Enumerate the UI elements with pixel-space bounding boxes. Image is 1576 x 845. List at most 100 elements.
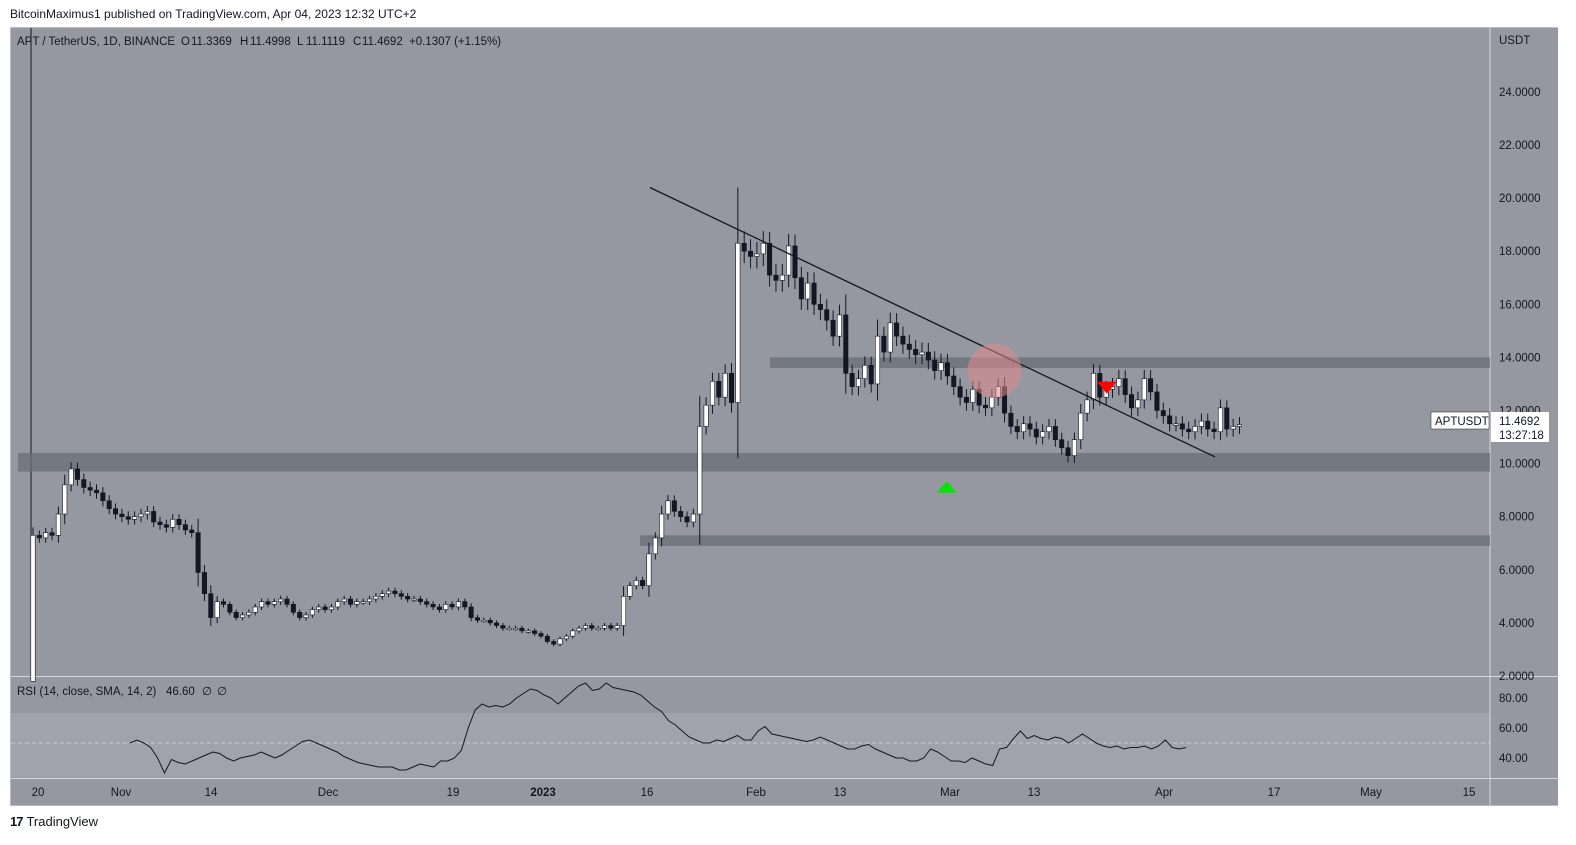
candle-up (697, 426, 703, 515)
price-axis-background (1490, 28, 1558, 778)
candle-up (709, 380, 715, 406)
candle-up (506, 627, 512, 631)
candle-down (1167, 415, 1173, 425)
descending-trendline (649, 186, 1216, 458)
candle-down (748, 250, 754, 257)
candle-down (392, 590, 398, 594)
candle-up (328, 606, 334, 610)
legend-symbol: APT / TetherUS, 1D, BINANCE (17, 36, 175, 48)
candle-down (1179, 423, 1185, 430)
price-tick-label: 10.0000 (1499, 459, 1541, 471)
candle-down (227, 604, 233, 613)
candle-up (1237, 424, 1243, 427)
time-tick-label: Nov (111, 787, 132, 799)
candle-up (373, 596, 379, 600)
candle-down (1154, 391, 1160, 411)
candle-down (951, 375, 957, 387)
candle-down (462, 601, 468, 608)
candle-up (68, 468, 74, 486)
candle-up (271, 601, 277, 605)
candle-down (424, 601, 430, 605)
candle-down (106, 500, 112, 510)
candle-down (87, 487, 93, 491)
candle-up (214, 601, 220, 618)
candle-down (906, 343, 912, 350)
candle-up (481, 619, 487, 623)
candle-up (659, 513, 665, 539)
time-tick-label: 17 (1268, 787, 1281, 799)
legend-change: +0.1307 (+1.15%) (409, 36, 501, 48)
rsi-band (11, 713, 1490, 777)
candle-down (1027, 423, 1033, 430)
candle-up (246, 611, 252, 616)
candle-up (1090, 373, 1096, 401)
time-tick-label: 13 (834, 787, 847, 799)
candle-up (836, 314, 842, 337)
footer-brand-text: TradingView (26, 814, 99, 829)
time-tick-label: 16 (641, 787, 654, 799)
candle-down (944, 362, 950, 377)
price-badge-timer: 13:27:18 (1499, 430, 1544, 442)
candle-up (576, 627, 582, 632)
candle-up (144, 511, 150, 515)
legend-l: 11.1119 (306, 36, 345, 48)
candle-down (843, 314, 849, 374)
candle-down (94, 489, 100, 494)
candle-down (347, 598, 353, 605)
candle-up (513, 627, 519, 631)
candle-down (773, 274, 779, 281)
candle-up (855, 378, 861, 387)
candle-down (684, 516, 690, 523)
candle-up (55, 513, 61, 536)
candle-down (544, 635, 550, 642)
candle-up (379, 593, 385, 597)
candle-up (1173, 423, 1179, 426)
candle-down (830, 319, 836, 337)
time-tick-label: Mar (940, 787, 960, 799)
legend: APT / TetherUS, 1D, BINANCE O 11.3369 H … (17, 36, 501, 48)
price-badge: APTUSDT 11.4692 13:27:18 (1430, 411, 1549, 442)
price-tick-label: 22.0000 (1499, 140, 1541, 152)
candle-down (176, 519, 182, 525)
time-axis-ticks: 20 Nov 14 Dec 19 2023 16 Feb 13 Mar 13 Apr 17 May 15 (32, 787, 1476, 799)
candle-down (868, 365, 874, 385)
price-pane-background (11, 28, 1490, 676)
candle-up (633, 580, 639, 587)
candle-up (563, 635, 569, 640)
currency-label: USDT (1499, 35, 1530, 47)
time-tick-label: 19 (447, 787, 460, 799)
price-tick-label: 8.0000 (1499, 512, 1534, 524)
time-tick-label: 14 (205, 787, 218, 799)
candle-down (957, 386, 963, 398)
candle-up (1135, 399, 1141, 409)
candle-up (1071, 439, 1077, 456)
candle-up (805, 282, 811, 300)
rsi-legend-extra2: ∅ (217, 686, 227, 698)
candle-down (1052, 426, 1058, 441)
candle-down (74, 468, 80, 480)
time-tick-label: 15 (1463, 787, 1476, 799)
candle-up (455, 601, 461, 608)
time-tick-label: 20 (32, 787, 45, 799)
price-tick-label: 20.0000 (1499, 193, 1541, 205)
candle-down (1211, 428, 1217, 433)
candle-down (925, 351, 931, 361)
candle-up (1141, 378, 1147, 401)
candle-up (938, 362, 944, 371)
candle-up (303, 614, 309, 618)
candle-down (81, 479, 87, 488)
candle-down (1008, 412, 1014, 427)
price-tick-label: 2.0000 (1499, 671, 1534, 683)
overlays-layer (649, 186, 1216, 493)
candle-down (913, 349, 919, 356)
rsi-legend-label: RSI (14, close, SMA, 14, 2) (17, 686, 157, 698)
candle-up (1021, 423, 1027, 433)
candle-down (468, 606, 474, 618)
candle-up (1192, 426, 1198, 433)
time-tick-label: May (1360, 787, 1382, 799)
candle-down (494, 622, 500, 626)
rsi-axis-ticks: 40.00 60.00 80.00 (1499, 693, 1528, 765)
legend-l-label: L (297, 36, 304, 48)
candle-up (252, 606, 258, 613)
